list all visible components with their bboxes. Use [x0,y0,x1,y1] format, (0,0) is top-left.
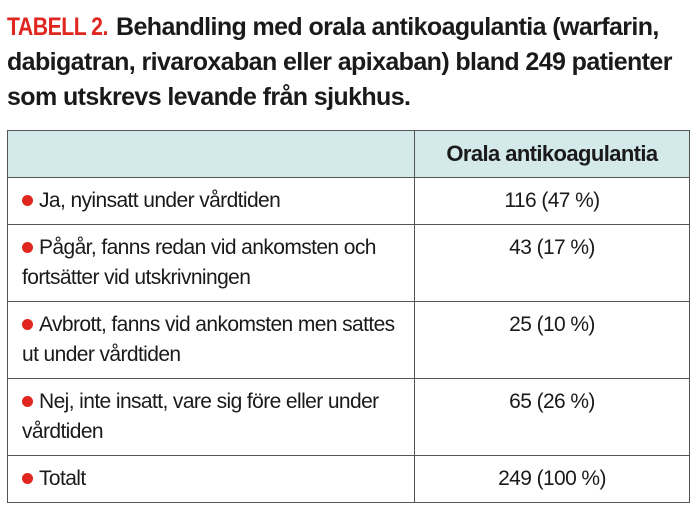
bullet-icon [22,319,33,330]
row-value: 249 (100 %) [414,455,690,503]
bullet-icon [22,473,33,484]
table-row: Avbrott, fanns vid ankomsten men sattes … [7,301,690,379]
row-label: Avbrott, fanns vid ankomsten men sattes … [22,313,395,366]
row-label: Pågår, fanns redan vid ankomsten och for… [22,236,376,289]
caption-label: TABELL 2. [7,13,108,41]
table-row: Pågår, fanns redan vid ankomsten och for… [7,224,690,302]
row-value: 25 (10 %) [414,301,690,379]
row-value: 43 (17 %) [414,224,690,302]
table-caption: TABELL 2. Behandling med orala antikoagu… [7,10,697,115]
row-label: Ja, nyinsatt under vårdtiden [39,189,281,212]
header-empty [7,130,415,178]
header-row: Orala antikoagulantia [7,130,690,178]
row-label: Totalt [39,467,86,490]
bullet-icon [22,396,33,407]
caption-text: Behandling med orala antikoagulantia (wa… [7,13,672,111]
table-row: Nej, inte insatt, vare sig före eller un… [7,378,690,456]
table-row-total: Totalt 249 (100 %) [7,455,690,503]
header-oac: Orala antikoagulantia [414,130,690,178]
bullet-icon [22,195,33,206]
bullet-icon [22,242,33,253]
row-label: Nej, inte insatt, vare sig före eller un… [22,390,379,443]
row-value: 65 (26 %) [414,378,690,456]
table-row: Ja, nyinsatt under vårdtiden 116 (47 %) [7,177,690,225]
data-table: Orala antikoagulantia Ja, nyinsatt under… [7,130,690,503]
row-value: 116 (47 %) [414,177,690,225]
